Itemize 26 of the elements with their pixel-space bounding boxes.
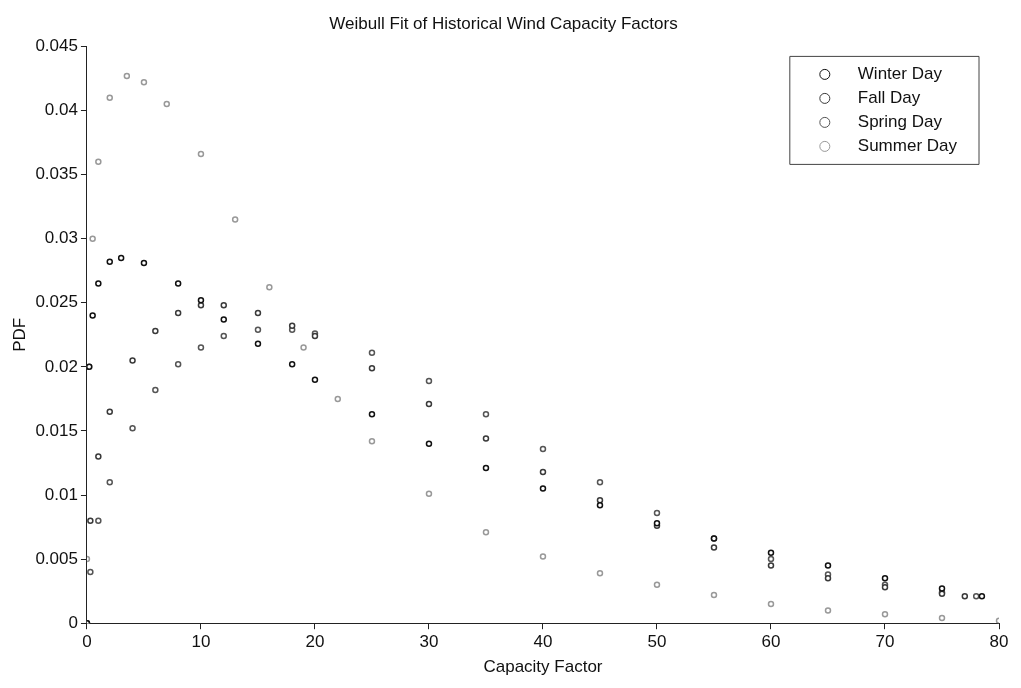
x-tick-label: 20 [305,632,325,652]
x-tick-label: 80 [989,632,1009,652]
x-tick-label: 60 [761,632,781,652]
legend-label: Spring Day [857,112,943,132]
y-tick-label: 0.015 [35,420,78,440]
y-tick-label: 0.04 [44,100,78,120]
y-tick-label: 0.025 [35,292,78,312]
x-tick-label: 10 [191,632,211,652]
y-tick-label: 0.03 [44,228,78,248]
y-tick-label: 0.02 [44,356,78,376]
y-tick-label: 0.035 [35,164,78,184]
legend-label: Winter Day [857,64,943,84]
x-tick-label: 70 [875,632,895,652]
legend-label: Fall Day [857,88,921,108]
y-tick-label: 0.005 [35,548,78,568]
y-axis-title: PDF [9,317,29,352]
x-tick-label: 0 [82,632,92,652]
y-tick-label: 0.045 [35,36,78,56]
legend-label: Summer Day [857,136,958,156]
y-tick-label: 0.01 [44,484,78,504]
y-tick-label: 0 [68,612,78,632]
x-axis-title: Capacity Factor [483,657,603,677]
chart-title: Weibull Fit of Historical Wind Capacity Factors [329,13,678,33]
x-tick-label: 30 [419,632,439,652]
x-tick-label: 40 [533,632,553,652]
x-tick-label: 50 [647,632,667,652]
